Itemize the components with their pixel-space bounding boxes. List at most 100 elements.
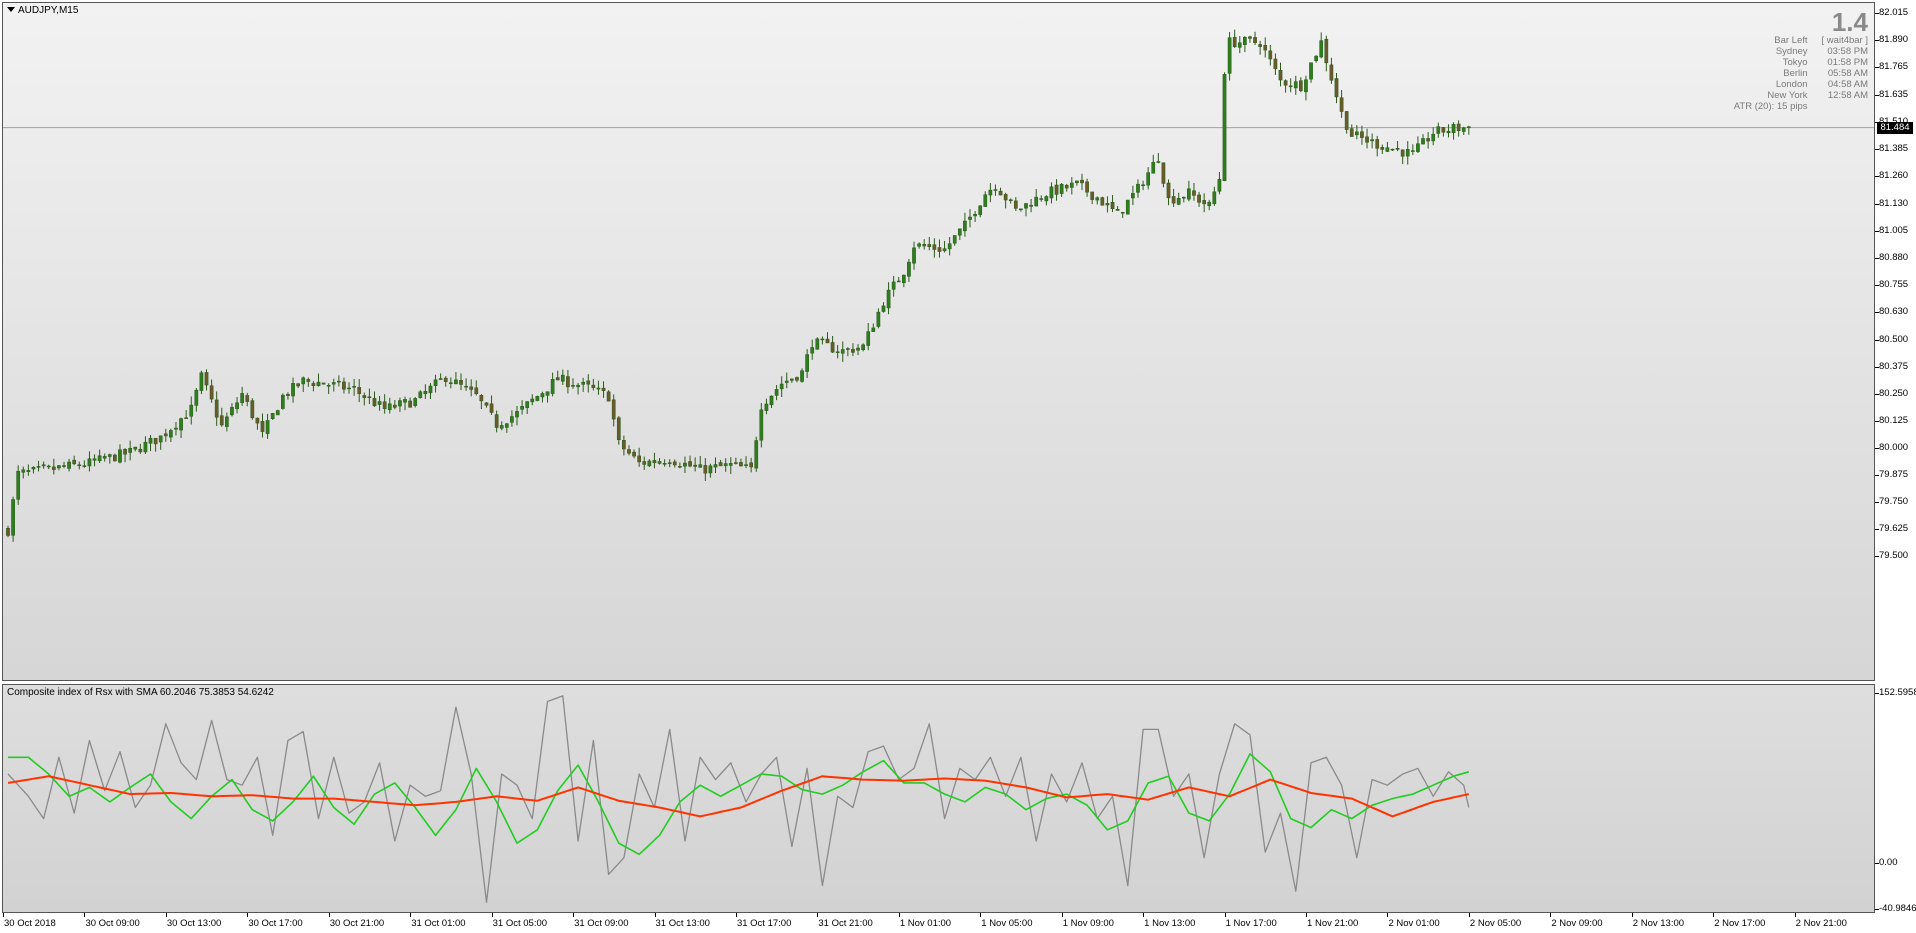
candlestick [871, 323, 876, 332]
candlestick [1232, 29, 1237, 48]
candlestick [784, 372, 789, 389]
candlestick [1258, 40, 1262, 55]
candlestick [148, 434, 153, 452]
candlestick [362, 392, 367, 406]
candlestick [107, 453, 112, 464]
candlestick [576, 382, 580, 395]
candlestick [896, 276, 901, 283]
candlestick [403, 396, 407, 411]
candlestick [469, 379, 474, 397]
candlestick [499, 421, 504, 431]
candlestick [1324, 35, 1329, 72]
y-axis-tick-label: 81.510 [1879, 116, 1908, 127]
candlestick [586, 374, 591, 393]
y-axis-tick [1875, 340, 1879, 342]
price-y-axis[interactable]: 82.015 81.890 81.765 81.635 81.510 81.385 81.2… [1875, 2, 1916, 681]
candlestick [352, 378, 356, 396]
x-axis-tick-label: 1 Nov 21:00 [1307, 918, 1359, 929]
candlestick [1008, 198, 1013, 204]
candlestick [306, 377, 311, 387]
candlestick [36, 460, 41, 472]
candlestick [754, 436, 759, 472]
candlestick [1273, 53, 1278, 75]
candlestick [820, 336, 825, 345]
candlestick [795, 376, 799, 383]
candlestick [214, 391, 219, 426]
candlestick [1192, 182, 1196, 201]
candlestick [957, 228, 962, 240]
candlestick [846, 347, 850, 357]
candlestick [240, 386, 244, 406]
candlestick [454, 372, 458, 385]
candlestick [1120, 211, 1125, 218]
candlestick [927, 237, 932, 251]
y-axis-tick-label: 81.385 [1879, 143, 1909, 155]
candlestick [143, 436, 148, 455]
y-axis-tick [1875, 176, 1879, 177]
candlestick [1166, 179, 1171, 206]
candlestick [779, 376, 784, 398]
price-chart-pane[interactable]: AUDJPY,M15 1.4 Bar Left[ wait4bar ] Sydne… [2, 2, 1875, 681]
price-chart-canvas[interactable] [3, 3, 1874, 680]
candlestick [392, 399, 397, 410]
y-axis-tick [1875, 394, 1879, 396]
candlestick [347, 382, 351, 394]
candlestick [1187, 180, 1191, 202]
candlestick [438, 373, 443, 380]
candlestick [1446, 124, 1451, 138]
symbol-label: AUDJPY,M15 [18, 5, 79, 16]
indicator-pane[interactable]: Composite index of Rsx with SMA 60.2046 … [2, 684, 1875, 913]
info-row-label: New York [1767, 90, 1808, 101]
candlestick [515, 406, 519, 426]
candlestick [1151, 154, 1156, 174]
candlestick [92, 454, 97, 467]
candlestick [321, 382, 326, 385]
time-x-axis[interactable]: 30 Oct 2018 30 Oct 09:00 30 Oct 13:00 30 Oc… [2, 913, 1875, 933]
indicator-canvas[interactable] [3, 685, 1874, 912]
info-row-value: 12:58 AM [1827, 90, 1868, 101]
candlestick [1075, 180, 1079, 186]
x-axis-tick-label: 31 Oct 09:00 [574, 918, 629, 929]
candlestick [265, 413, 270, 439]
candlestick [1456, 120, 1461, 137]
indicator-y-axis[interactable]: 152.5958 0.00 -40.9846 [1875, 684, 1916, 914]
y-axis-tick-label: 0.00 [1879, 857, 1898, 869]
collapse-triangle-icon[interactable] [7, 7, 15, 12]
candlestick [1248, 35, 1252, 43]
candlestick [840, 341, 845, 362]
candlestick [932, 238, 937, 258]
candlestick [1039, 195, 1044, 202]
info-big-value: 1.4 [1831, 7, 1868, 37]
candlestick [1416, 136, 1420, 153]
candlestick [1110, 195, 1115, 213]
x-axis-tick [1387, 913, 1389, 917]
candlestick [1309, 62, 1313, 83]
y-axis-tick-label: 80.500 [1879, 334, 1909, 346]
candlestick [1334, 73, 1339, 104]
y-axis-tick-label: 80.375 [1879, 361, 1909, 373]
y-axis-tick-label: 80.880 [1879, 252, 1909, 264]
candlestick [1080, 173, 1084, 191]
candlestick [672, 459, 677, 468]
candlestick [1222, 72, 1227, 182]
candlestick [1410, 144, 1415, 156]
x-axis-tick [1631, 913, 1633, 917]
y-axis-tick [1875, 204, 1879, 206]
candlestick [418, 390, 423, 399]
y-axis-tick-label: 80.125 [1879, 415, 1909, 427]
candlestick [881, 302, 886, 313]
candlestick [1329, 57, 1334, 84]
candlestick [978, 205, 983, 218]
candlestick [963, 212, 967, 237]
candlestick [800, 368, 804, 383]
candlestick [1207, 199, 1212, 211]
info-row-value: 03:58 PM [1827, 46, 1868, 57]
y-axis-tick [1875, 421, 1879, 423]
candlestick [423, 384, 428, 399]
x-axis-tick [1306, 913, 1308, 917]
candlestick [1405, 141, 1410, 165]
candlestick [1421, 134, 1425, 145]
candlestick [596, 380, 601, 395]
candlestick [1181, 196, 1186, 203]
